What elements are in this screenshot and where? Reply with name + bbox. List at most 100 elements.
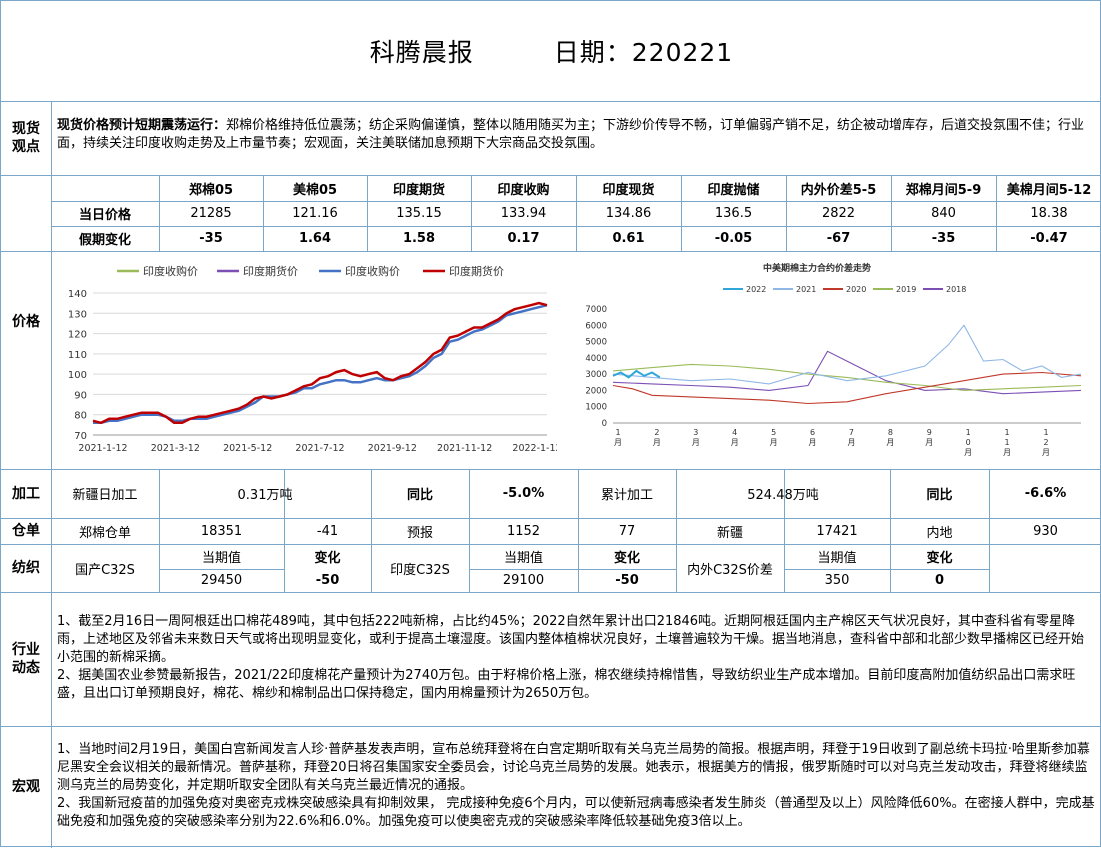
current-value-header: 当期值 [201,551,241,566]
yoy-label: 同比 [926,488,953,503]
y-tick-label: 110 [68,350,87,361]
y-tick-label: 140 [68,289,87,300]
header-india-reserve-sale: 印度抛储 [707,182,760,198]
today-price-value: 21285 [190,206,232,221]
spot-section-label: 现货 观点 [12,121,40,155]
header-india-procurement: 印度收购 [497,182,550,198]
series-line [612,363,1082,391]
india-c32s-change: -50 [615,573,639,588]
y-tick-label: 7000 [585,305,607,315]
legend-label: 印度收购价 [143,264,198,278]
header-india-spot: 印度现货 [602,182,655,198]
chart-title: 中美期棉主力合约价差走势 [763,262,871,274]
series-line [612,324,1082,385]
spot-view-text: 现货价格预计短期震荡运行：郑棉价格维持低位震荡；纺企采购偏谨慎，整体以随用随买为… [51,117,1101,153]
today-price-value: 18.38 [1030,206,1068,221]
series-line [92,301,548,425]
holiday-change-value: -35 [931,231,956,246]
forecast-change: 77 [618,523,636,539]
current-value-header: 当期值 [817,551,857,566]
holiday-change-value: 0.61 [612,231,645,246]
header-ice-cotton-05: 美棉05 [292,182,338,198]
legend-label: 2021 [796,285,816,294]
y-tick-label: 0 [602,419,607,429]
legend-label: 2022 [746,285,766,294]
today-price-value: 2822 [821,206,856,221]
x-tick-label: 2021-7-12 [295,443,344,454]
cumulative-processing-label: 累计加工 [600,488,653,503]
legend-label: 印度期货价 [243,264,298,278]
xinjiang-daily-processing-value: 0.31万吨 [237,488,293,503]
x-tick-label: 9 [927,428,932,437]
x-tick-label: 2022-1-12 [512,443,557,454]
x-tick-label: 2021-1-12 [78,443,127,454]
today-price-value: 135.15 [396,206,442,221]
header-spread-5-5: 内外价差5-5 [800,182,877,198]
x-tick-label: 7 [849,428,854,437]
row-label-holiday-change: 假期变化 [78,233,131,248]
macro-news-item: 2、我国新冠疫苗的加强免疫对奥密克戎株突破感染具有抑制效果， 完成接种免疫6个月… [57,796,1095,829]
x-tick-label: 1 [966,428,971,437]
x-tick-label: 5 [771,428,776,437]
change-header: 变化 [613,551,640,566]
forecast-value: 1152 [506,523,541,539]
yoy-label: 同比 [406,488,433,503]
x-tick-label: 4 [732,428,737,437]
x-tick-label: 月 [809,438,817,447]
x-tick-label: 月 [847,438,855,447]
row-label-today-price: 当日价格 [78,208,131,223]
processing-section-label: 加工 [12,485,40,502]
zce-warrant-label: 郑棉仓单 [78,525,131,541]
legend-label: 印度收购价 [345,264,400,278]
domestic-c32s-change: -50 [315,573,340,588]
y-tick-label: 3000 [585,370,607,380]
report-date: 日期：220221 [553,38,734,67]
report-title: 科腾晨报 [369,38,474,67]
india-c32s-value: 29100 [502,573,545,588]
today-price-value: 840 [931,206,956,221]
header-ice-spread-5-12: 美棉月间5-12 [1006,182,1092,198]
holiday-change-value: -0.05 [714,231,753,246]
change-header: 变化 [314,551,341,566]
y-tick-label: 2000 [585,386,607,396]
x-tick-label: 月 [886,438,894,447]
today-price-value: 136.5 [714,206,753,221]
y-tick-label: 100 [68,370,87,381]
x-tick-label: 月 [653,438,661,447]
holiday-change-value: 1.64 [298,231,332,246]
industry-news-item: 2、据美国农业参赞最新报告，2021/22印度棉花产量预计为2740万包。由于籽… [57,668,1076,701]
industry-news: 1、截至2月16日一周阿根廷出口棉花489吨，其中包括222吨新棉，占比约45%… [51,613,1101,703]
holiday-change-value: -0.47 [1030,231,1068,246]
x-tick-label: 2021-9-12 [368,443,417,454]
change-header: 变化 [926,551,953,566]
xinjiang-daily-processing-label: 新疆日加工 [72,488,138,503]
y-tick-label: 4000 [585,354,607,364]
industry-news-item: 1、截至2月16日一周阿根廷出口棉花489吨，其中包括222吨新棉，占比约45%… [57,614,1085,665]
series-line [612,350,1082,395]
price-section-label: 价格 [12,314,40,330]
x-tick-label: 8 [888,428,893,437]
spot-view-lead: 现货价格预计短期震荡运行： [57,118,227,133]
india-c32s-label: 印度C32S [390,562,450,578]
y-tick-label: 1000 [585,403,607,413]
x-tick-label: 月 [964,448,972,457]
c32s-spread-change: 0 [934,573,945,588]
inland-label: 内地 [926,525,953,541]
series-line [93,303,548,425]
xinjiang-label: 新疆 [716,525,743,541]
x-tick-label: 0 [966,438,971,447]
x-tick-label: 月 [770,438,778,447]
zce-warrant-value: 18351 [200,523,243,539]
x-tick-label: 1 [1005,428,1010,437]
domestic-c32s-label: 国产C32S [75,562,135,578]
x-tick-label: 2021-5-12 [223,443,272,454]
xinjiang-value: 17421 [816,523,858,539]
cumulative-processing-value: 524.48万吨 [747,488,819,503]
legend-label: 2018 [946,285,966,294]
forecast-label: 预报 [406,525,433,541]
inland-value: 930 [1033,523,1058,539]
x-tick-label: 2 [654,428,659,437]
y-tick-label: 5000 [585,338,607,348]
x-tick-label: 2021-11-12 [437,443,492,454]
y-tick-label: 6000 [585,321,607,331]
